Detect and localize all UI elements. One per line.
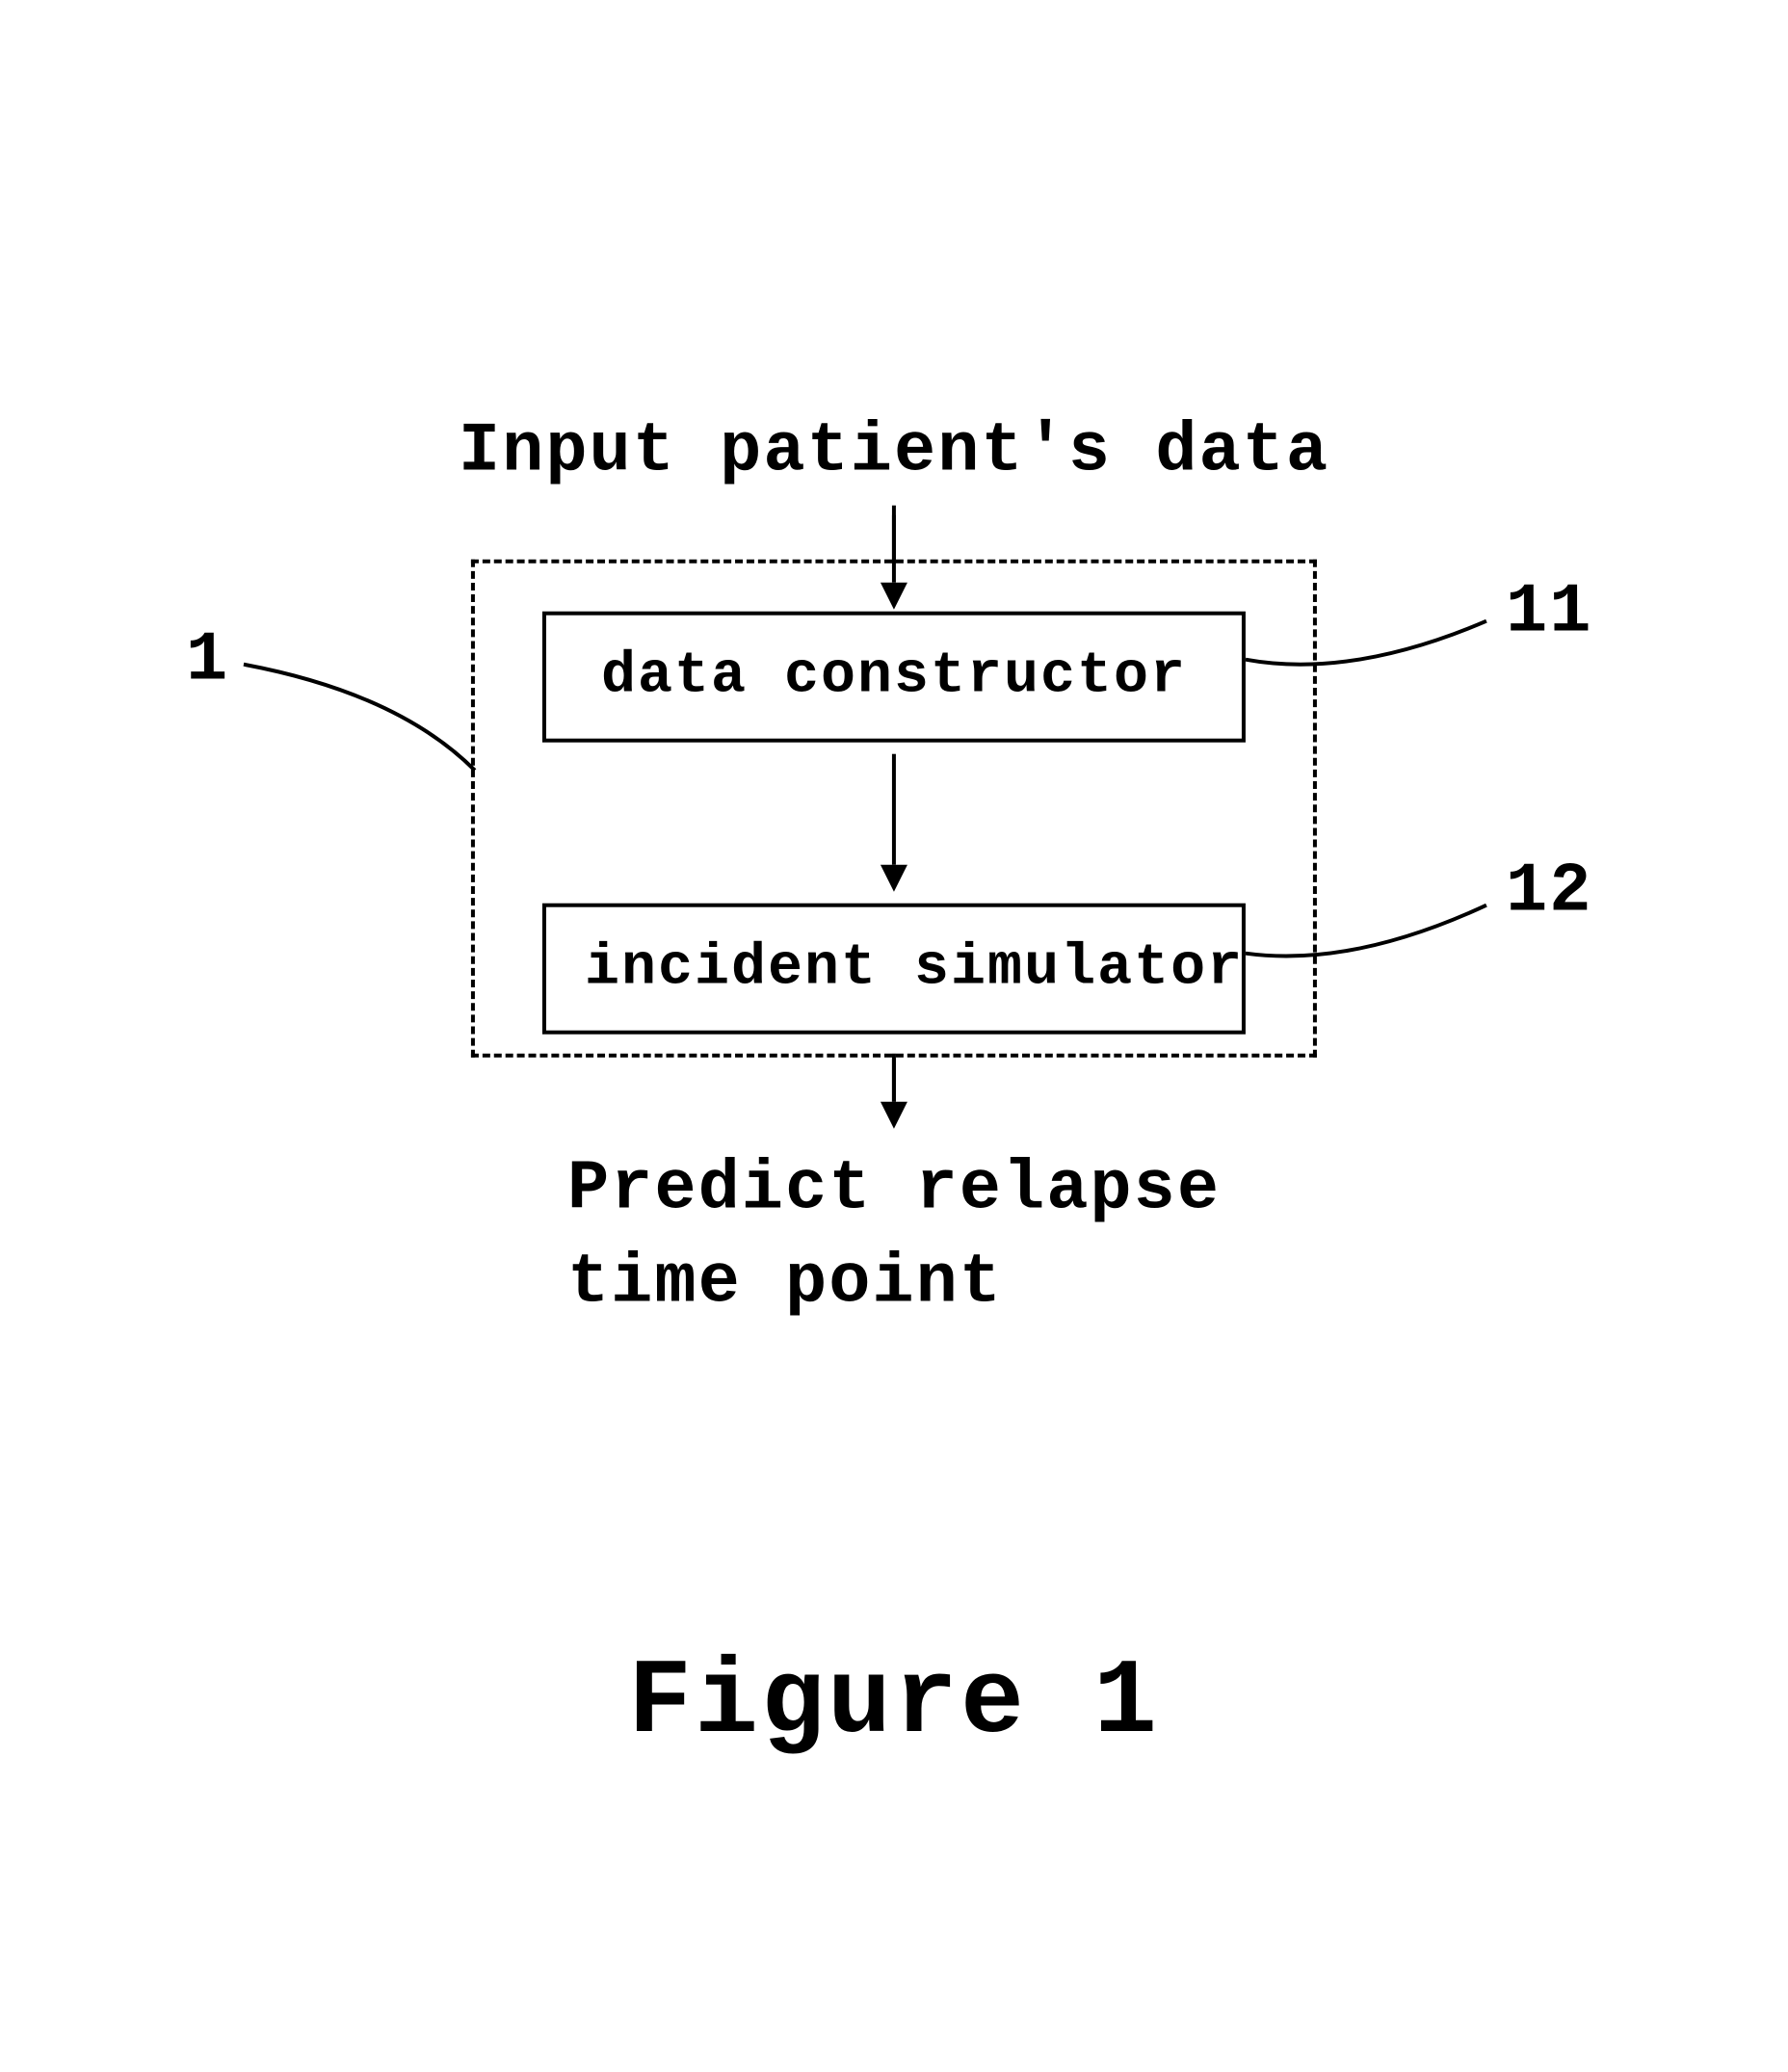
callout-line-11 bbox=[1246, 611, 1496, 697]
arrow-middle bbox=[881, 753, 907, 891]
output-line2: time point bbox=[567, 1243, 1003, 1322]
arrow-out-partial bbox=[892, 1058, 896, 1101]
callout-line-1 bbox=[234, 654, 485, 779]
data-constructor-box: data constructor bbox=[542, 611, 1246, 742]
callout-12: 12 bbox=[1506, 852, 1592, 931]
figure-caption: Figure 1 bbox=[628, 1643, 1160, 1764]
box1-text: data constructor bbox=[601, 643, 1187, 709]
diagram-container: Input patient's data data constructor in… bbox=[459, 411, 1329, 1329]
box2-text: incident simulator bbox=[585, 935, 1244, 1001]
incident-simulator-box: incident simulator bbox=[542, 903, 1246, 1034]
input-label: Input patient's data bbox=[459, 411, 1329, 490]
system-box: data constructor incident simulator 11 1… bbox=[471, 559, 1317, 1057]
output-line1: Predict relapse bbox=[567, 1149, 1221, 1228]
output-label: Predict relapse time point bbox=[567, 1142, 1221, 1329]
arrow-into-box1 bbox=[881, 514, 907, 609]
callout-11: 11 bbox=[1506, 572, 1592, 651]
callout-1: 1 bbox=[186, 620, 229, 699]
callout-line-12 bbox=[1246, 895, 1496, 991]
